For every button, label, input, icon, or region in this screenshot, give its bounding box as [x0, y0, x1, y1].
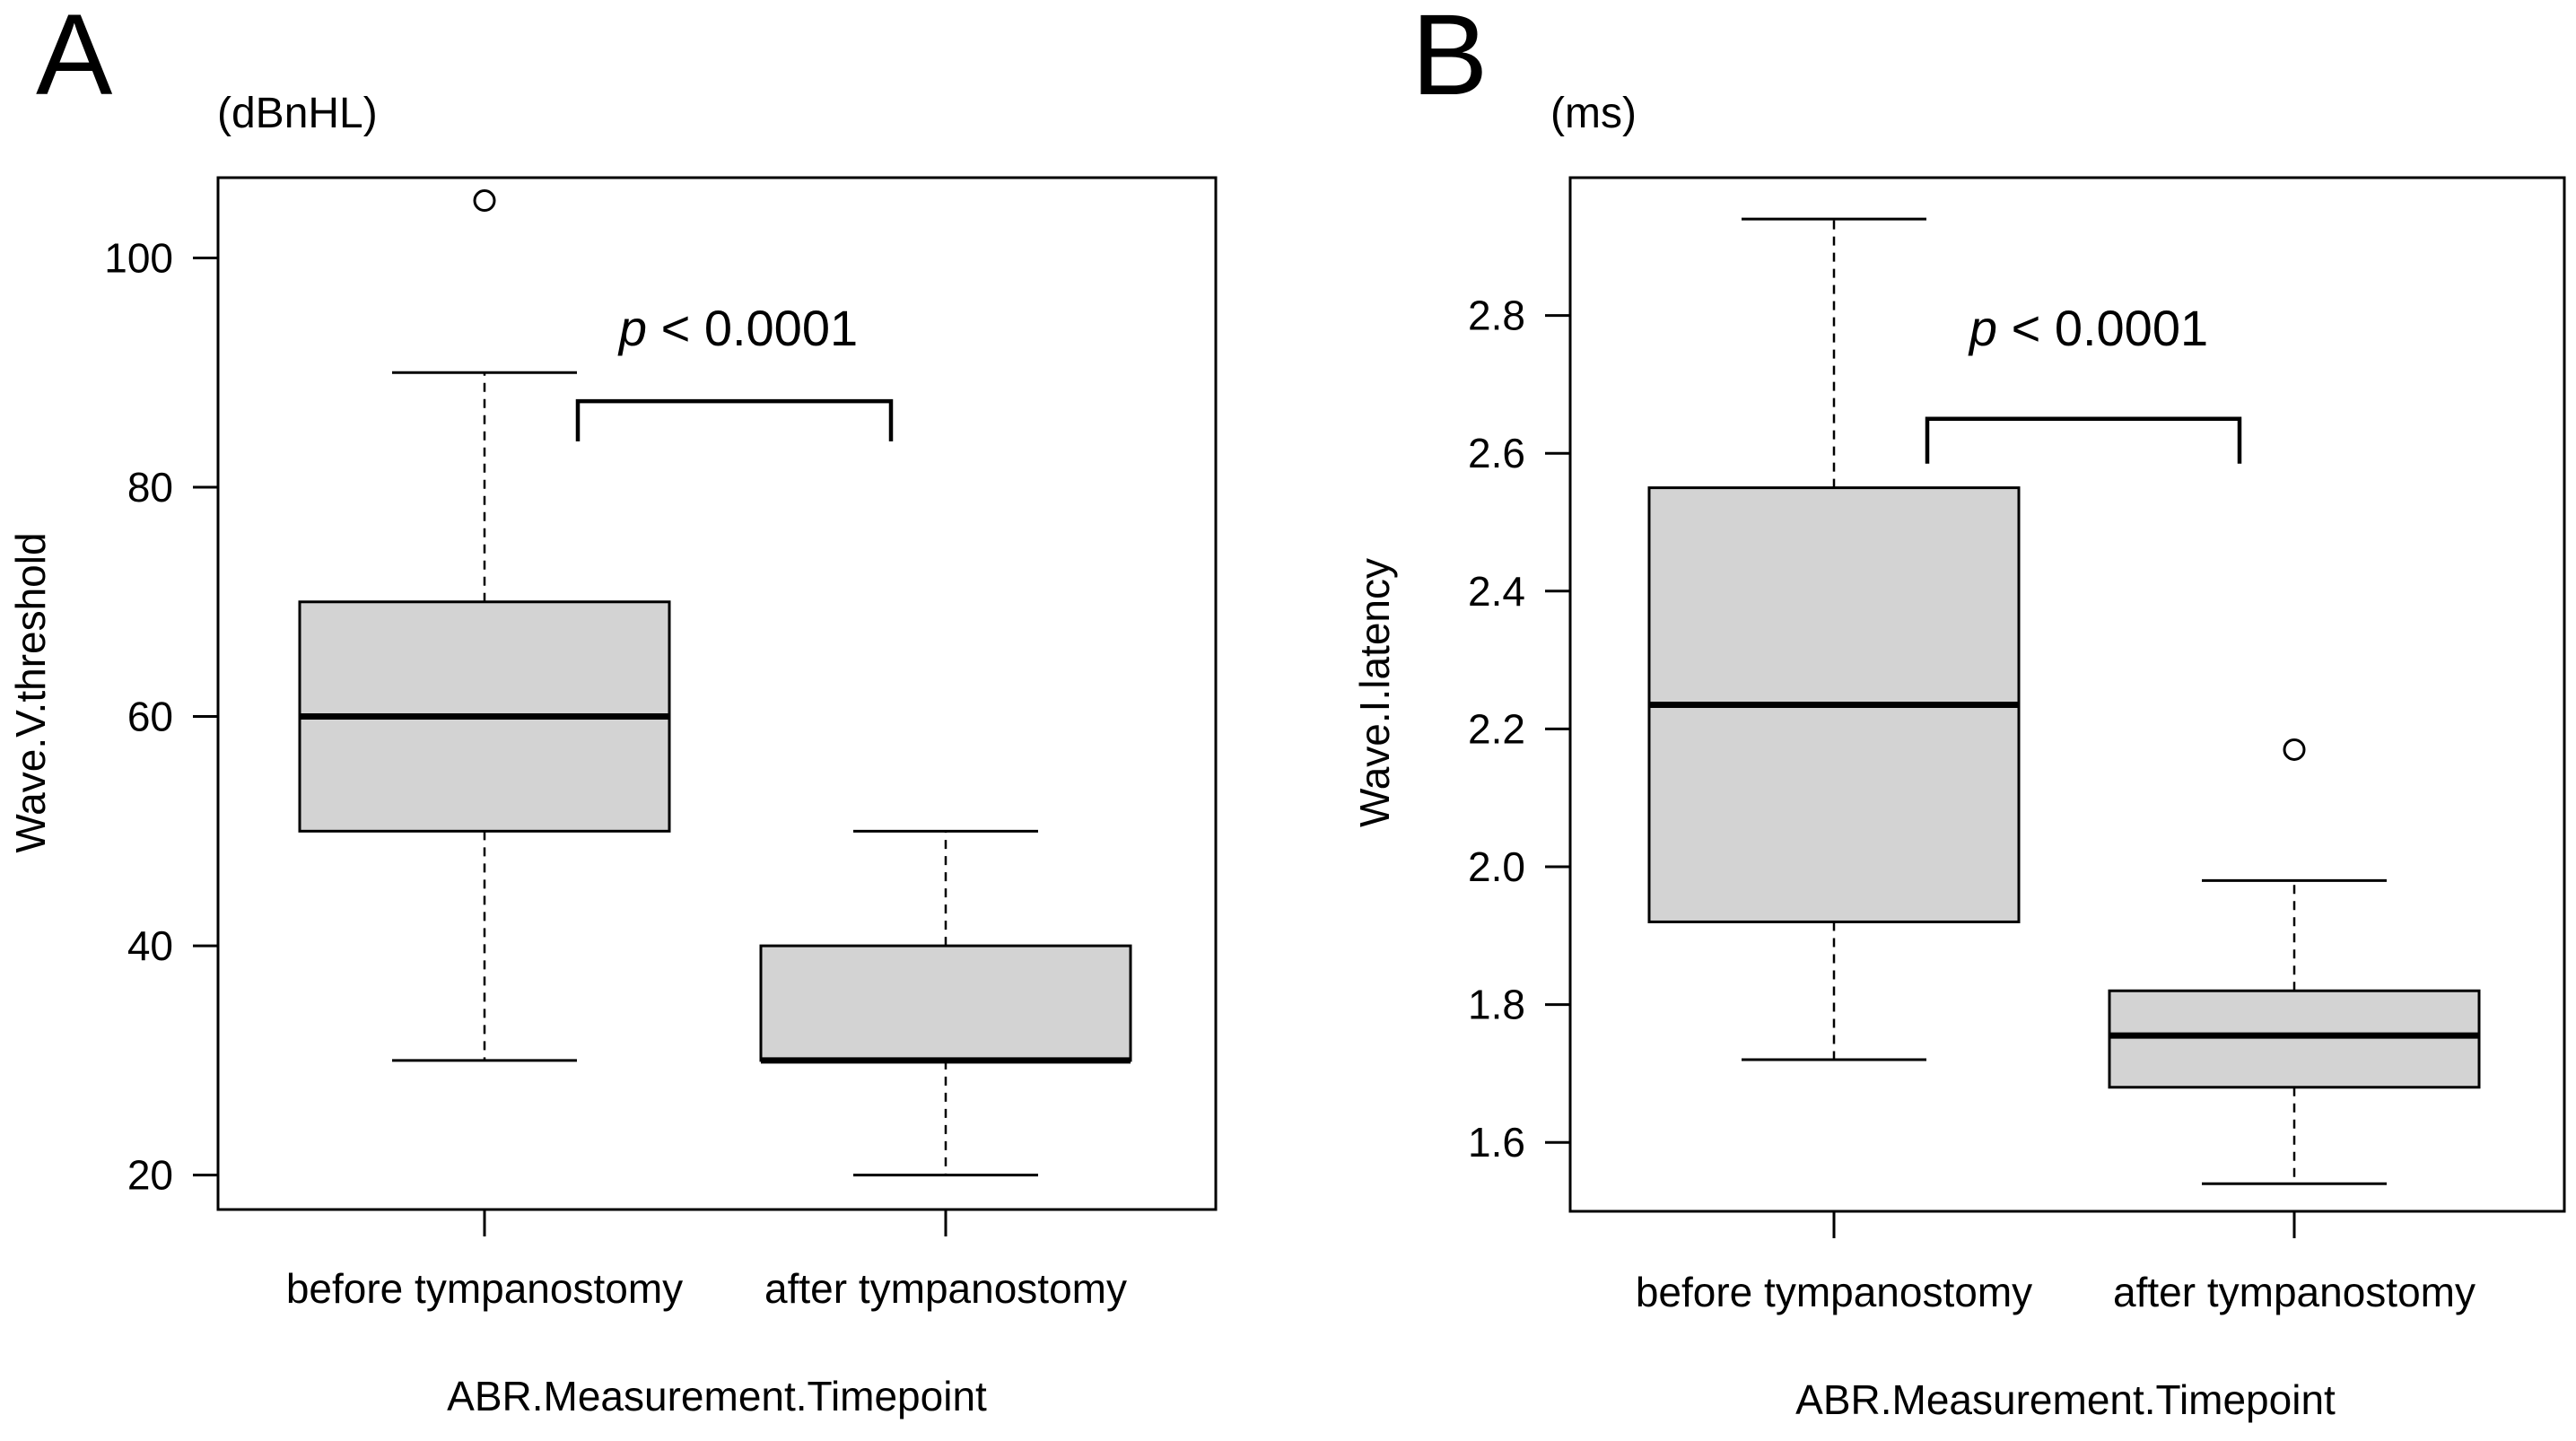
y-tick-label: 1.8 — [1468, 982, 1525, 1028]
p-symbol: p — [1968, 300, 1997, 356]
x-tick-label: after tympanostomy — [764, 1265, 1127, 1312]
x-axis-title: ABR.Measurement.Timepoint — [1795, 1376, 2336, 1423]
x-tick-label: before tympanostomy — [1636, 1269, 2032, 1315]
y-tick-label: 2.8 — [1468, 293, 1525, 339]
significance-bracket — [575, 398, 894, 441]
x-tick-label: after tympanostomy — [2113, 1269, 2476, 1315]
panel-a: A (dBnHL) before tympanostomy after tympa… — [7, 0, 1218, 1419]
y-axis-title: Wave.V.threshold — [7, 532, 54, 852]
panel-b: B (ms) before tympanostomy after tympanos… — [1351, 0, 2566, 1423]
y-tick-label: 2.6 — [1468, 430, 1525, 476]
outlier-point — [2283, 738, 2306, 761]
p-value-annotation: p < 0.0001 — [617, 300, 858, 356]
box-iqr — [2108, 989, 2481, 1089]
significance-bracket — [1925, 416, 2242, 464]
y-tick-label: 40 — [127, 922, 173, 969]
y-axis-title: Wave.I.latency — [1351, 558, 1398, 827]
axes: before tympanostomy after tympanostomy 1.6… — [1468, 293, 2476, 1315]
x-tick-label: before tympanostomy — [286, 1265, 683, 1312]
y-tick-label: 2.2 — [1468, 705, 1525, 752]
y-tick-label: 100 — [104, 234, 173, 281]
unit-label: (ms) — [1550, 90, 1637, 137]
box-marks — [1647, 217, 2481, 1185]
outlier-point — [473, 189, 496, 213]
y-tick-label: 80 — [127, 464, 173, 511]
axes: before tympanostomy after tympanostomy 20 4… — [104, 234, 1127, 1312]
box-iqr — [759, 944, 1132, 1062]
panel-letter: A — [36, 0, 113, 119]
p-value-text: < 0.0001 — [647, 300, 858, 356]
y-tick-label: 2.0 — [1468, 843, 1525, 890]
y-tick-label: 2.4 — [1468, 568, 1525, 615]
p-value-text: < 0.0001 — [1997, 300, 2208, 356]
unit-label: (dBnHL) — [217, 90, 378, 137]
p-symbol: p — [617, 300, 647, 356]
p-value-annotation: p < 0.0001 — [1968, 300, 2208, 356]
y-tick-label: 1.6 — [1468, 1119, 1525, 1166]
box-marks — [298, 189, 1132, 1177]
x-axis-title: ABR.Measurement.Timepoint — [447, 1373, 987, 1419]
y-tick-label: 20 — [127, 1152, 173, 1199]
panel-letter: B — [1411, 0, 1488, 119]
y-tick-label: 60 — [127, 694, 173, 740]
